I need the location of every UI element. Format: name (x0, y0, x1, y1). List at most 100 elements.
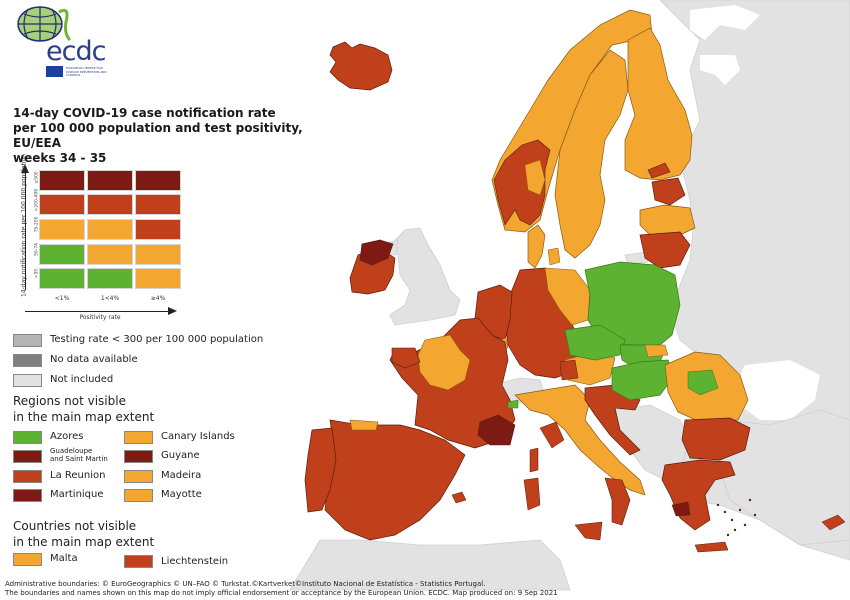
matrix-cell (135, 244, 181, 265)
region-czechia (564, 324, 626, 361)
region-italy-liguria (539, 421, 565, 449)
region-denmark-islands (547, 247, 561, 266)
region-germany-east (544, 267, 591, 326)
region-asturias (349, 419, 379, 431)
legend-label-canary-islands: Canary Islands (161, 431, 235, 442)
region-tyrol (559, 359, 579, 381)
region-sicily (574, 521, 603, 541)
footer-line-2: The boundaries and names shown on this m… (5, 589, 558, 597)
matrix-cell (87, 219, 133, 240)
logo-text: ecdc (46, 36, 106, 67)
matrix-cell (39, 244, 85, 265)
region-ireland-northwest (359, 239, 394, 266)
matrix-cell (39, 170, 85, 191)
legend-label-guadeloupe: Guadeloupe and Saint Martin (50, 447, 108, 463)
legend-swatch-liechtenstein (124, 555, 153, 568)
region-north-africa (289, 539, 571, 591)
region-sardinia (523, 477, 541, 511)
region-kaliningrad (624, 251, 649, 265)
matrix-cell (87, 170, 133, 191)
region-lithuania (639, 231, 691, 269)
matrix-cell (87, 244, 133, 265)
eu-flag-icon (46, 66, 63, 77)
map-title: 14-day COVID-19 case notification rate p… (13, 106, 353, 166)
legend-swatch-no-data (13, 354, 42, 367)
legend-swatch-la-reunion (13, 470, 42, 483)
y-axis-arrow-icon (21, 164, 29, 173)
region-sweden (554, 49, 629, 259)
legend-swatch-guadeloupe (13, 450, 42, 463)
region-cyprus (821, 514, 846, 531)
region-balearics (451, 491, 467, 504)
legend-label-testing-low: Testing rate < 300 per 100 000 populatio… (50, 334, 264, 345)
region-finland (624, 27, 693, 181)
legend-label-azores: Azores (50, 431, 84, 442)
col-label-1-4: 1<4% (100, 295, 120, 302)
matrix-cell (135, 219, 181, 240)
footer-line-1: Administrative boundaries: © EuroGeograp… (5, 580, 486, 588)
matrix-cell (87, 268, 133, 289)
y-axis-label: 14-day notification rate per 100 000 pop… (20, 154, 28, 298)
region-estonia (651, 177, 686, 206)
region-norway-inner (524, 159, 546, 196)
countries-heading-line-1: Countries not visible (13, 519, 137, 533)
countries-heading-line-2: in the main map extent (13, 535, 155, 549)
region-valle-aosta (507, 399, 519, 409)
legend-label-no-data: No data available (50, 354, 138, 365)
region-latvia (639, 204, 696, 236)
title-line-1: 14-day COVID-19 case notification rate (13, 106, 276, 120)
region-provence (477, 414, 516, 446)
ecdc-logo: ecdc EUROPEAN CENTRE FOR DISEASE PREVENT… (14, 4, 107, 77)
logo-subtitle: EUROPEAN CENTRE FOR DISEASE PREVENTION A… (66, 66, 107, 77)
legend-label-guyane: Guyane (161, 450, 200, 461)
region-poland (584, 261, 681, 346)
regions-heading-line-2: in the main map extent (13, 410, 155, 424)
countries-heading: Countries not visible in the main map ex… (13, 518, 154, 550)
y-axis-line (25, 172, 26, 290)
region-denmark (527, 224, 546, 269)
legend-swatch-martinique (13, 489, 42, 502)
legend-label-mayotte: Mayotte (161, 489, 202, 500)
legend-swatch-testing-low (13, 334, 42, 347)
regions-heading: Regions not visible in the main map exte… (13, 393, 154, 425)
guadeloupe-line-1: Guadeloupe (50, 447, 93, 455)
guadeloupe-line-2: and Saint Martin (50, 455, 108, 463)
region-iceland (329, 41, 393, 91)
region-romania-center (687, 369, 719, 396)
legend-swatch-madeira (124, 470, 153, 483)
region-bulgaria (681, 417, 751, 461)
title-line-3: weeks 34 - 35 (13, 151, 107, 165)
legend-swatch-malta (13, 553, 42, 566)
matrix-cell (39, 194, 85, 215)
white-sea (700, 55, 740, 85)
region-corsica (529, 447, 539, 473)
region-greece-south (671, 501, 691, 517)
matrix-cell (39, 268, 85, 289)
footer: Administrative boundaries: © EuroGeograp… (5, 580, 558, 598)
title-line-2: per 100 000 population and test positivi… (13, 121, 303, 150)
legend-swatch-not-included (13, 374, 42, 387)
legend-label-malta: Malta (50, 553, 78, 564)
region-uk (389, 227, 461, 326)
region-crete (694, 541, 729, 553)
legend-swatch-mayotte (124, 489, 153, 502)
legend-label-not-included: Not included (50, 374, 114, 385)
legend-swatch-canary-islands (124, 431, 153, 444)
legend-label-madeira: Madeira (161, 470, 202, 481)
legend-label-martinique: Martinique (50, 489, 104, 500)
globe-icon (17, 6, 72, 42)
x-axis-line (25, 311, 171, 312)
regions-heading-line-1: Regions not visible (13, 394, 126, 408)
legend-swatch-azores (13, 431, 42, 444)
black-sea (735, 360, 820, 420)
matrix-cell (135, 268, 181, 289)
region-kola (690, 5, 760, 40)
aegean-islands (716, 498, 757, 537)
region-brittany (391, 347, 421, 369)
col-label-ge4: ≥4% (150, 295, 166, 302)
legend-label-la-reunion: La Reunion (50, 470, 106, 481)
legend-label-liechtenstein: Liechtenstein (161, 556, 229, 567)
matrix-cell (135, 194, 181, 215)
col-label-lt1: <1% (54, 295, 70, 302)
